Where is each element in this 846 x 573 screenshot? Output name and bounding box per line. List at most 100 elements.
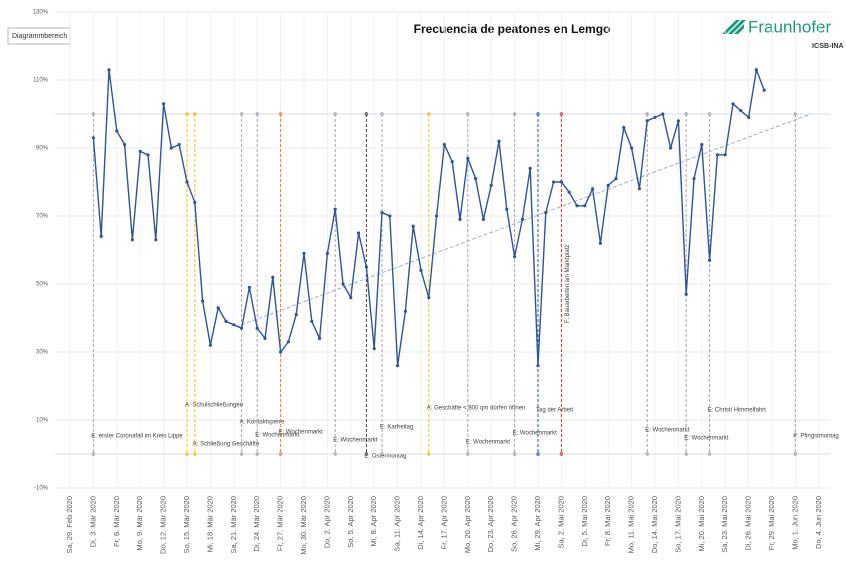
data-point	[286, 340, 290, 344]
logo-name: Fraunhofer	[748, 17, 831, 36]
data-point	[739, 109, 743, 113]
data-point	[614, 177, 618, 181]
event-label: E: Wochenmarkt	[645, 428, 690, 434]
x-tick-label: Do, 2. Apr 2020	[322, 496, 331, 548]
data-point	[380, 211, 384, 215]
y-tick-label: 50%	[36, 282, 49, 288]
data-point	[489, 183, 493, 187]
x-tick-label: Fr, 29. Mai 2020	[767, 496, 776, 550]
x-tick-label: Sa, 21. Mär 2020	[229, 496, 238, 554]
y-tick-label: 110%	[33, 78, 49, 84]
event-label: F: Bauarbeiten am Marktplatz	[565, 245, 571, 324]
data-point	[138, 149, 142, 153]
x-tick-label: Do, 4. Jun 2020	[814, 496, 823, 549]
event-label: E: Wochenmarkt	[255, 433, 300, 439]
data-point	[474, 177, 478, 181]
x-tick-label: Di, 14. Apr 2020	[416, 496, 425, 550]
data-point	[606, 183, 610, 187]
data-point	[419, 268, 423, 272]
data-point	[427, 296, 431, 300]
data-point	[552, 180, 556, 184]
event-label: E: Wochenmarkt	[513, 431, 558, 437]
y-tick-label: -10%	[34, 486, 49, 492]
x-tick-label: Di, 24. Mär 2020	[252, 496, 261, 551]
data-point	[458, 217, 462, 221]
x-tick-label: So, 17. Mai 2020	[673, 496, 682, 553]
x-tick-label: Sa, 23. Mai 2020	[720, 496, 729, 553]
data-point	[708, 258, 712, 262]
data-point	[146, 153, 150, 157]
data-point	[559, 180, 564, 184]
data-point	[325, 251, 329, 255]
data-point	[333, 207, 337, 211]
data-point	[731, 102, 735, 106]
event-label: E: Wochenmarkt	[333, 438, 378, 444]
data-point	[645, 119, 649, 123]
data-point	[723, 153, 727, 157]
event-label: E: Wochenmarkt	[279, 430, 324, 436]
data-point	[403, 309, 407, 313]
data-point	[279, 350, 283, 354]
data-point	[271, 275, 275, 279]
data-point	[263, 336, 267, 340]
x-tick-label: Fr, 17. Apr 2020	[439, 496, 448, 549]
data-point	[653, 115, 657, 119]
data-point	[442, 143, 446, 147]
event-label: A: Geschäfte < 800 qm dürfen öffnen	[427, 406, 525, 412]
y-tick-label: 90%	[36, 146, 49, 152]
x-tick-label: Sa, 29. Feb 2020	[65, 496, 74, 554]
data-point	[91, 136, 95, 140]
data-point	[692, 177, 696, 181]
x-tick-label: Do, 12. Mär 2020	[159, 496, 168, 554]
data-point	[715, 153, 720, 157]
event-label: E: Christi Himmelfahrt	[708, 408, 767, 414]
event-label: A: Schulschließungen	[185, 403, 243, 409]
x-tick-label: Sa, 11. Apr 2020	[393, 496, 402, 551]
data-point	[505, 207, 509, 211]
data-point	[169, 146, 173, 150]
x-tick-label: Mi, 29. Apr 2020	[533, 496, 542, 551]
data-point	[240, 326, 244, 330]
data-point	[255, 326, 259, 330]
data-point	[208, 343, 212, 347]
event-label: E: erster Coronafall im Kreis Lippe	[91, 434, 183, 440]
logo-icon	[722, 20, 746, 34]
data-point	[364, 265, 368, 269]
logo-unit: IOSB-INA	[812, 43, 844, 50]
data-point	[583, 204, 587, 208]
data-point	[630, 146, 634, 150]
data-point	[99, 234, 103, 238]
data-point	[575, 204, 579, 208]
data-point	[513, 255, 517, 259]
data-point	[185, 180, 189, 184]
y-tick-label: 30%	[36, 350, 49, 356]
data-point	[201, 299, 205, 303]
data-point	[481, 217, 485, 221]
event-label: E: Wochenmarkt	[466, 440, 511, 446]
data-point	[622, 126, 626, 130]
data-point	[177, 143, 181, 147]
data-point	[388, 214, 392, 218]
data-point	[598, 241, 603, 245]
event-label: Tag der Arbeit	[536, 408, 573, 414]
event-label: E: Karfreitag	[380, 425, 413, 431]
data-point	[411, 224, 415, 228]
data-point	[700, 143, 704, 147]
x-tick-label: Fr, 27. Mär 2020	[276, 496, 285, 551]
data-point	[224, 319, 228, 323]
data-point	[341, 282, 345, 286]
data-point	[232, 323, 236, 327]
x-tick-label: Mo, 1. Jun 2020	[790, 496, 799, 550]
data-point	[294, 313, 298, 317]
x-tick-label: So, 15. Mär 2020	[182, 496, 191, 554]
x-tick-label: Do, 23. Apr 2020	[486, 496, 495, 552]
data-point	[247, 285, 251, 289]
data-point	[754, 68, 759, 72]
data-point	[107, 68, 111, 72]
data-point	[637, 187, 642, 191]
data-point	[669, 146, 673, 150]
data-point	[130, 238, 134, 242]
data-point	[466, 156, 470, 160]
